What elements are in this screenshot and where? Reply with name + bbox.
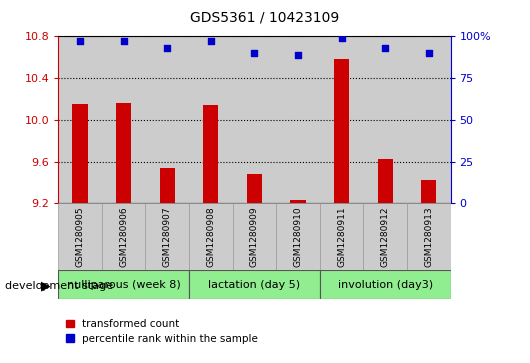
Bar [421,180,436,203]
Bar [276,36,320,203]
FancyBboxPatch shape [276,203,320,270]
Text: GSM1280905: GSM1280905 [76,207,85,267]
Text: GSM1280911: GSM1280911 [337,207,346,267]
FancyBboxPatch shape [145,203,189,270]
FancyBboxPatch shape [364,203,407,270]
Bar [145,36,189,203]
Bar [160,168,175,203]
Point [425,50,433,56]
Legend: transformed count, percentile rank within the sample: transformed count, percentile rank withi… [64,317,260,346]
Text: GSM1280907: GSM1280907 [163,207,172,267]
Bar [320,36,364,203]
Text: GSM1280910: GSM1280910 [294,207,303,267]
Bar [58,36,102,203]
Point [294,52,302,58]
FancyBboxPatch shape [189,203,233,270]
Bar [407,36,450,203]
Point [337,35,346,41]
Bar [233,36,276,203]
Point [207,38,215,44]
Bar [203,105,218,203]
FancyBboxPatch shape [58,203,102,270]
Bar [290,200,306,203]
FancyBboxPatch shape [320,203,364,270]
Text: lactation (day 5): lactation (day 5) [208,280,301,290]
FancyBboxPatch shape [233,203,276,270]
Point [76,38,84,44]
Text: GSM1280913: GSM1280913 [424,207,433,267]
Bar [334,59,349,203]
Text: GSM1280906: GSM1280906 [119,207,128,267]
Point [381,45,390,51]
Bar [102,36,145,203]
Text: involution (day3): involution (day3) [338,280,432,290]
Text: GDS5361 / 10423109: GDS5361 / 10423109 [190,11,340,25]
FancyBboxPatch shape [320,270,450,299]
Bar [73,104,87,203]
Text: GSM1280909: GSM1280909 [250,207,259,267]
Bar [189,36,233,203]
FancyBboxPatch shape [102,203,145,270]
FancyBboxPatch shape [58,270,189,299]
Bar [377,159,393,203]
Text: development stage: development stage [5,281,113,291]
Point [163,45,172,51]
Bar [364,36,407,203]
Text: ▶: ▶ [41,279,50,292]
Bar [247,174,262,203]
Text: GSM1280908: GSM1280908 [206,207,215,267]
FancyBboxPatch shape [407,203,450,270]
Bar [116,103,131,203]
FancyBboxPatch shape [189,270,320,299]
Text: nulliparous (week 8): nulliparous (week 8) [67,280,181,290]
Text: GSM1280912: GSM1280912 [381,207,390,267]
Point [119,38,128,44]
Point [250,50,259,56]
